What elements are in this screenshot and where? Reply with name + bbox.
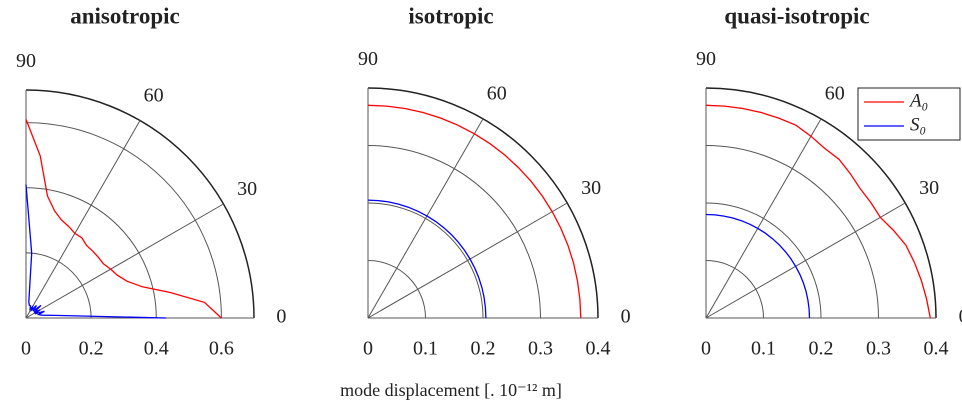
r-tick-label: 0.4 (586, 338, 611, 360)
legend-label: A₀ (908, 90, 928, 111)
grid-ring (705, 260, 764, 319)
radial-line (705, 202, 906, 319)
grid-ring (25, 187, 157, 319)
radial-line (705, 118, 822, 319)
legend-box (857, 87, 961, 141)
grid-ring (25, 252, 92, 319)
grid-ring (367, 260, 426, 319)
outer-ring (25, 89, 255, 319)
theta-tick-label: 90 (358, 48, 378, 70)
r-tick-label: 0.2 (79, 338, 104, 360)
chart-title: anisotropic (70, 3, 179, 28)
r-tick-label: 0.1 (413, 338, 438, 360)
grid-ring (705, 145, 879, 319)
r-tick-label: 0.3 (866, 338, 891, 360)
r-tick-label: 0 (363, 338, 373, 360)
theta-tick-label: 30 (919, 177, 939, 199)
r-tick-label: 0.4 (924, 338, 949, 360)
r-tick-label: 0.3 (528, 338, 553, 360)
theta-tick-label: 0 (276, 306, 286, 328)
grid-ring (25, 122, 222, 319)
series-line (367, 199, 487, 319)
series-line (705, 213, 811, 319)
x-axis-label: mode displacement [. 10⁻¹² m] (340, 380, 562, 400)
radial-line (25, 203, 224, 319)
theta-tick-label: 90 (16, 50, 36, 72)
r-tick-label: 0.1 (751, 338, 776, 360)
grid-ring (367, 87, 599, 319)
legend-label: S₀ (910, 114, 926, 135)
radial-line (367, 118, 484, 319)
outer-ring (367, 87, 599, 319)
r-tick-label: 0.4 (144, 338, 169, 360)
chart-title: isotropic (408, 3, 493, 28)
theta-tick-label: 30 (581, 177, 601, 199)
r-tick-label: 0 (701, 338, 711, 360)
r-tick-label: 0.6 (209, 338, 234, 360)
r-tick-label: 0 (21, 338, 31, 360)
radial-line (367, 202, 568, 319)
grid-ring (367, 145, 541, 319)
theta-tick-label: 60 (144, 84, 164, 106)
theta-tick-label: 90 (696, 48, 716, 70)
theta-tick-label: 60 (825, 83, 845, 105)
theta-tick-label: 30 (237, 178, 257, 200)
r-tick-label: 0.2 (471, 338, 496, 360)
grid-ring (367, 202, 484, 319)
chart-title: quasi-isotropic (724, 3, 869, 28)
outer-ring (705, 87, 937, 319)
series-line (25, 119, 222, 319)
radial-line (25, 120, 141, 319)
r-tick-label: 0.2 (809, 338, 834, 360)
theta-tick-label: 60 (487, 83, 507, 105)
grid-ring (705, 202, 822, 319)
series-line (25, 184, 167, 319)
series-line (705, 104, 931, 319)
theta-tick-label: 0 (621, 306, 631, 328)
theta-tick-label: 0 (959, 306, 962, 328)
series-line (367, 104, 582, 319)
